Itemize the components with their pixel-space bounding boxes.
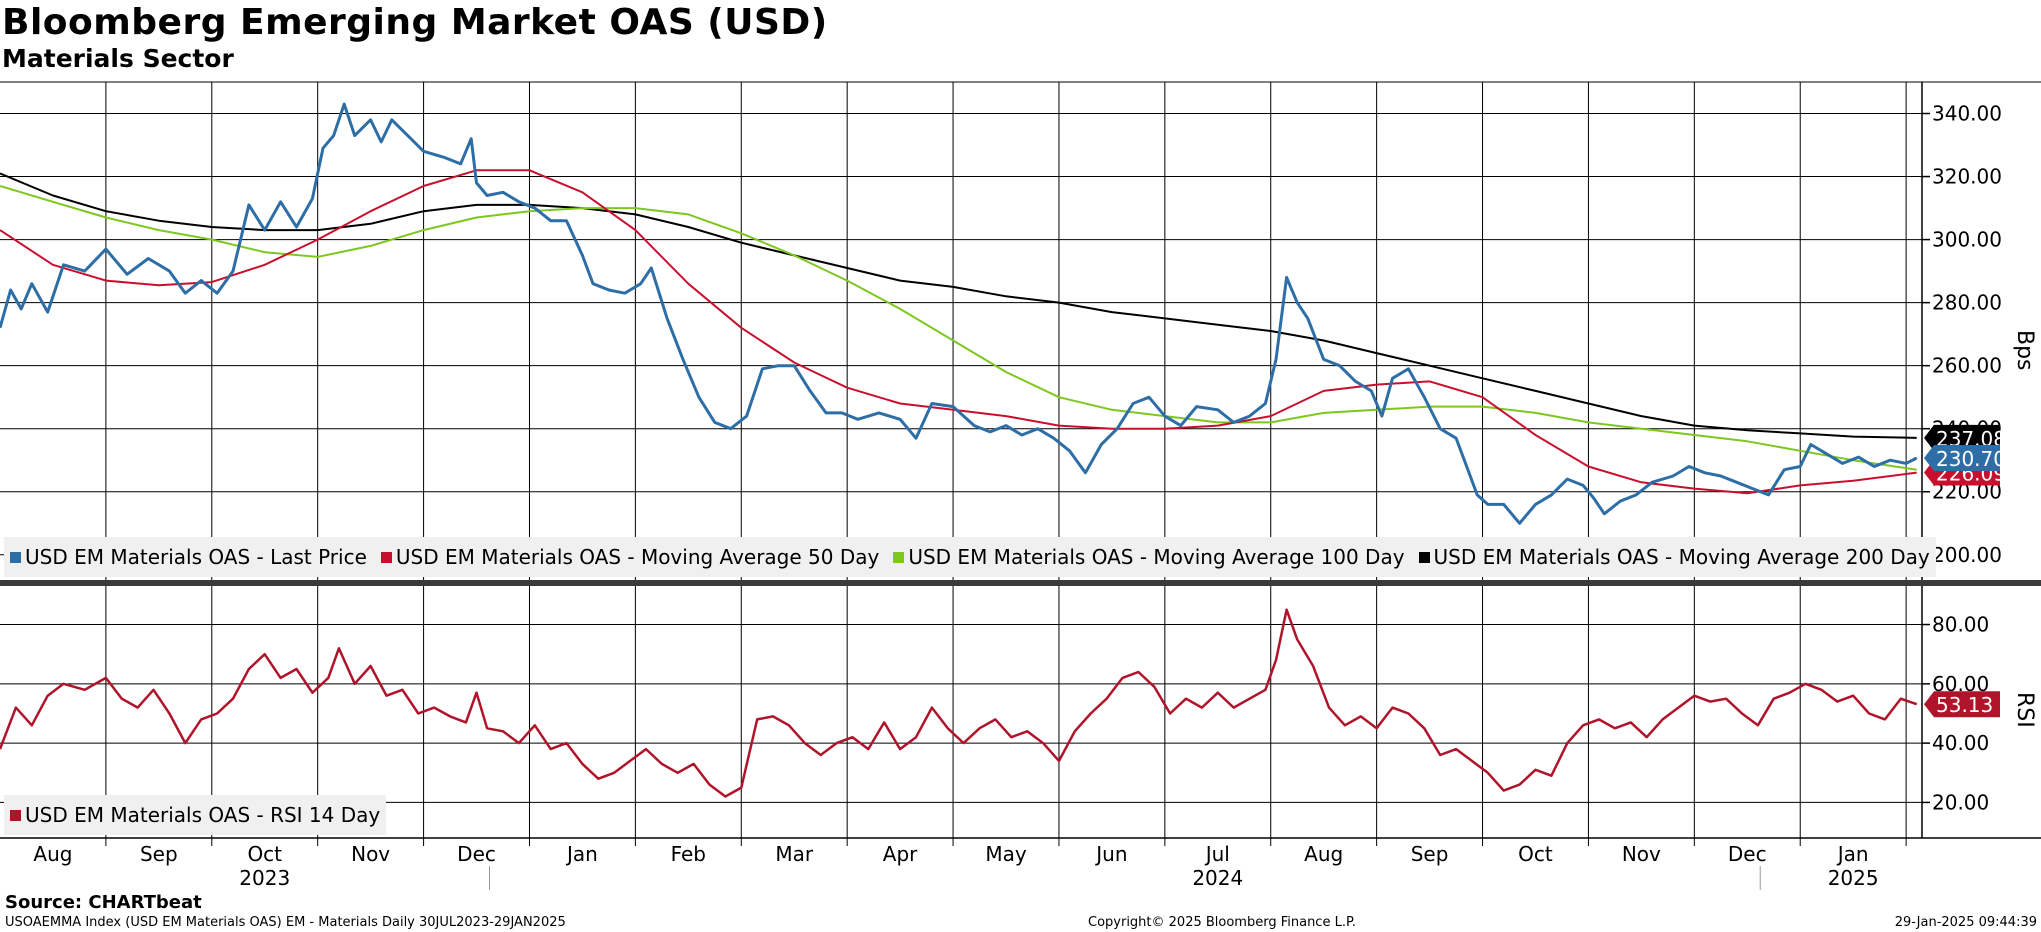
axes xyxy=(0,81,2041,890)
series-line xyxy=(0,102,1918,525)
legend-label: USD EM Materials OAS - Last Price xyxy=(25,545,367,569)
y-tick-label: 260.00 xyxy=(1932,354,2002,378)
year-label: 2023 xyxy=(239,866,290,890)
rsi-axis-title: RSI xyxy=(2012,692,2037,728)
y-tick-label: 40.00 xyxy=(1932,731,1989,755)
panel-divider xyxy=(0,580,2041,586)
legend-item: USD EM Materials OAS - Last Price xyxy=(10,545,367,569)
y-tick-label: 20.00 xyxy=(1932,790,1989,814)
year-label: 2025 xyxy=(1828,866,1879,890)
series-layer xyxy=(0,102,1918,798)
x-tick-label: May xyxy=(985,842,1027,866)
x-tick-label: Oct xyxy=(247,842,282,866)
x-tick-label: Mar xyxy=(775,842,814,866)
legend-swatch xyxy=(10,551,21,563)
y-tick-label: 280.00 xyxy=(1932,291,2002,315)
legend-item: USD EM Materials OAS - Moving Average 20… xyxy=(1418,545,1930,569)
copyright-label: Copyright© 2025 Bloomberg Finance L.P. xyxy=(1088,915,1356,930)
x-tick-label: Aug xyxy=(33,842,72,866)
x-tick-label: Dec xyxy=(457,842,496,866)
year-label: 2024 xyxy=(1192,866,1243,890)
x-tick-label: Nov xyxy=(351,842,390,866)
x-tick-label: Feb xyxy=(671,842,706,866)
x-tick-label: Sep xyxy=(140,842,178,866)
legend-swatch xyxy=(10,809,21,821)
series-line xyxy=(0,169,1917,495)
legend-swatch xyxy=(380,551,392,563)
price-legend: USD EM Materials OAS - Last Price USD EM … xyxy=(4,537,1936,577)
x-tick-label: Sep xyxy=(1411,842,1449,866)
legend-item: USD EM Materials OAS - Moving Average 10… xyxy=(893,545,1405,569)
last-value-flag xyxy=(1924,424,2000,451)
legend-label: USD EM Materials OAS - RSI 14 Day xyxy=(25,803,381,827)
series-line xyxy=(0,185,1917,471)
series-line xyxy=(0,608,1918,798)
y-tick-label: 320.00 xyxy=(1932,165,2002,189)
y-axis-title: Bps xyxy=(2012,330,2037,371)
source-label: Source: CHARTbeat xyxy=(5,892,202,913)
last-value-flag xyxy=(1924,445,2000,472)
legend-swatch xyxy=(1418,551,1430,563)
x-tick-label: Apr xyxy=(883,842,918,866)
x-tick-label: Aug xyxy=(1304,842,1343,866)
axis-labels: 200.00220.00240.00260.00280.00300.00320.… xyxy=(33,102,2037,890)
y-tick-label: 80.00 xyxy=(1932,613,1989,637)
rsi-legend: USD EM Materials OAS - RSI 14 Day xyxy=(4,795,387,835)
y-tick-label: 200.00 xyxy=(1932,543,2002,567)
legend-item: USD EM Materials OAS - RSI 14 Day xyxy=(10,803,380,827)
x-tick-label: Jun xyxy=(1094,842,1127,866)
x-tick-label: Jan xyxy=(1836,842,1869,866)
legend-label: USD EM Materials OAS - Moving Average 20… xyxy=(1433,545,1930,569)
x-tick-label: Dec xyxy=(1728,842,1767,866)
series-line xyxy=(0,172,1917,439)
legend-label: USD EM Materials OAS - Moving Average 10… xyxy=(908,545,1405,569)
last-value-flag xyxy=(1924,691,2000,718)
y-tick-label: 300.00 xyxy=(1932,228,2002,252)
ticker-info: USOAEMMA Index (USD EM Materials OAS) EM… xyxy=(5,915,566,930)
y-tick-label: 340.00 xyxy=(1932,102,2002,126)
legend-item: USD EM Materials OAS - Moving Average 50… xyxy=(380,545,880,569)
chart-title: Bloomberg Emerging Market OAS (USD) xyxy=(2,2,828,43)
legend-label: USD EM Materials OAS - Moving Average 50… xyxy=(395,545,880,569)
chart-subtitle: Materials Sector xyxy=(2,44,234,73)
x-tick-label: Jul xyxy=(1204,842,1230,866)
last-value-label: 53.13 xyxy=(1936,693,1993,717)
x-tick-label: Nov xyxy=(1622,842,1661,866)
timestamp-label: 29-Jan-2025 09:44:39 xyxy=(1894,915,2037,930)
x-tick-label: Jan xyxy=(565,842,598,866)
last-value-label: 230.70 xyxy=(1936,447,2006,471)
x-tick-label: Oct xyxy=(1518,842,1553,866)
legend-swatch xyxy=(893,551,905,563)
